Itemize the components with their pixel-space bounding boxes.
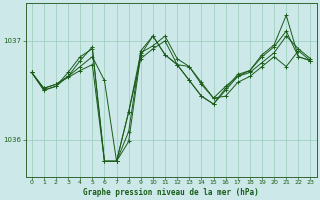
X-axis label: Graphe pression niveau de la mer (hPa): Graphe pression niveau de la mer (hPa) [83, 188, 259, 197]
